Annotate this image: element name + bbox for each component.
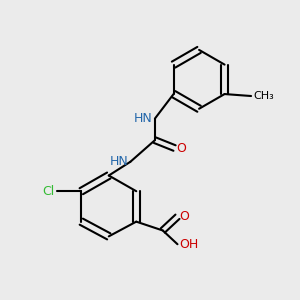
Text: O: O — [176, 142, 186, 154]
Text: HN: HN — [134, 112, 153, 125]
Text: OH: OH — [179, 238, 199, 251]
Text: HN: HN — [110, 155, 128, 168]
Text: Cl: Cl — [43, 185, 55, 198]
Text: CH₃: CH₃ — [253, 91, 274, 101]
Text: O: O — [179, 210, 189, 223]
